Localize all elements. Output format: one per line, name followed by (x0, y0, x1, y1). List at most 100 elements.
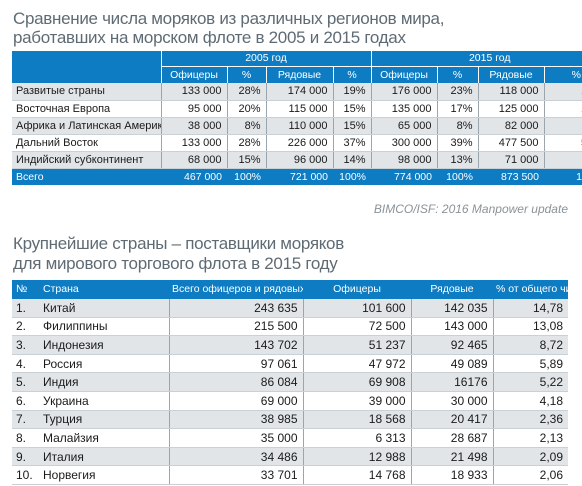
cell: 16176 (410, 372, 493, 393)
cell: 20 417 (410, 410, 493, 430)
cell: 14% (332, 151, 371, 169)
cell: 100% (437, 168, 478, 185)
cell: 28 687 (410, 428, 493, 448)
col-header-ratings: Рядовые (411, 280, 493, 299)
cell: 68 000 (160, 151, 227, 169)
col-header-percent: % от общего числа (493, 280, 568, 299)
col-header-country: Страна (40, 280, 169, 299)
cell: 14% (543, 100, 582, 118)
cell: 12 988 (302, 447, 411, 467)
cell: 721 000 (266, 168, 333, 185)
table-row: 2. Филиппины 215 500 72 500 143 000 13,0… (12, 317, 568, 337)
cell: 47 972 (302, 354, 411, 374)
cell: 5,89 (492, 354, 568, 374)
cell: 18 568 (302, 410, 411, 430)
col-header: % (226, 66, 266, 83)
cell: 35 000 (168, 428, 303, 448)
table-row: 9. Италия 34 486 12 988 21 498 2,09 (12, 447, 568, 467)
row-number: 6. (12, 391, 40, 411)
table1-title-line2: работавших на морском флоте в 2005 и 201… (13, 28, 406, 47)
cell: 133 000 (160, 83, 227, 101)
table-row: Индийский субконтинент 68 000 15% 96 000… (12, 151, 582, 169)
cell: 13% (436, 151, 478, 169)
cell: 69 908 (302, 372, 411, 393)
col-header: Рядовые (265, 66, 333, 83)
table-row: Восточная Европа 95 000 20% 115 000 15% … (12, 100, 582, 118)
row-number: 9. (12, 447, 40, 467)
table-row: 7. Турция 38 985 18 568 20 417 2,36 (12, 410, 568, 430)
cell: 143 702 (168, 335, 303, 355)
table2-title-line1: Крупнейшие страны – поставщики моряков (13, 234, 344, 253)
col-header: Рядовые (477, 66, 544, 83)
cell: 69 000 (168, 391, 303, 411)
region-name: Индийский субконтинент (12, 151, 161, 169)
region-name: Развитые страны (12, 83, 161, 101)
region-name: Дальний Восток (12, 134, 161, 152)
country-name: Турция (40, 410, 169, 430)
row-number: 10. (12, 465, 40, 486)
table-row: 3. Индонезия 143 702 51 237 92 465 8,72 (12, 335, 568, 355)
cell: 34 486 (168, 447, 303, 467)
cell: 49 089 (410, 354, 493, 374)
cell: 2,09 (492, 447, 568, 467)
col-header: Офицеры (160, 66, 227, 83)
row-number: 3. (12, 335, 40, 355)
row-number: 1. (12, 298, 40, 318)
cell: 4,18 (492, 391, 568, 411)
cell: 86 084 (168, 372, 303, 393)
col-header-number: № (12, 280, 40, 299)
country-name: Россия (40, 354, 169, 374)
cell: 9% (543, 117, 582, 135)
region-name: Африка и Латинская Америка (12, 117, 161, 135)
col-header-officers: Офицеры (303, 280, 411, 299)
cell: 8% (543, 151, 582, 169)
cell: 18 933 (410, 465, 493, 486)
cell: 38 985 (168, 410, 303, 430)
total-label: Всего (12, 168, 161, 185)
table-row: 6. Украина 69 000 39 000 30 000 4,18 (12, 391, 568, 411)
cell: 174 000 (265, 83, 333, 101)
cell: 15% (332, 117, 371, 135)
row-number: 5. (12, 372, 40, 393)
row-number: 8. (12, 428, 40, 448)
cell: 98 000 (370, 151, 437, 169)
cell: 100% (333, 168, 371, 185)
cell: 8% (226, 117, 266, 135)
cell: 23% (436, 83, 478, 101)
cell: 2,13 (492, 428, 568, 448)
cell: 6 313 (302, 428, 411, 448)
cell: 14% (543, 83, 582, 101)
country-name: Филиппины (40, 317, 169, 337)
year-2015-header: 2015 год (370, 51, 582, 67)
cell: 8,72 (492, 335, 568, 355)
country-name: Малайзия (40, 428, 169, 448)
table-row: 4. Россия 97 061 47 972 49 089 5,89 (12, 354, 568, 374)
cell: 2,06 (492, 465, 568, 486)
cell: 17% (436, 100, 478, 118)
cell: 14,78 (492, 298, 568, 318)
cell: 51 237 (302, 335, 411, 355)
total-row: Всего 467 000 100% 721 000 100% 774 000 … (12, 168, 582, 185)
table2-title-line2: для мирового торгового флота в 2015 году (13, 254, 338, 273)
cell: 300 000 (370, 134, 437, 152)
cell: 37% (332, 134, 371, 152)
col-header-total: Всего офицеров и рядовых (169, 280, 303, 299)
source-note: BIMCO/ISF: 2016 Manpower update (373, 202, 568, 216)
table-row: Дальний Восток 133 000 28% 226 000 37% 3… (12, 134, 582, 152)
cell: 243 635 (168, 298, 303, 318)
year-2005-header: 2005 год (160, 51, 371, 67)
cell: 28% (226, 134, 266, 152)
cell: 15% (332, 100, 371, 118)
header-blank (12, 51, 161, 66)
cell: 30 000 (410, 391, 493, 411)
table-row: 10. Норвегия 33 701 14 768 18 933 2,06 (12, 465, 568, 486)
cell: 92 465 (410, 335, 493, 355)
cell: 97 061 (168, 354, 303, 374)
table-row: Развитые страны 133 000 28% 174 000 19% … (12, 83, 582, 101)
region-name: Восточная Европа (12, 100, 161, 118)
cell: 873 500 (478, 168, 544, 185)
cell: 110 000 (265, 117, 333, 135)
cell: 15% (226, 151, 266, 169)
col-header: % (332, 66, 371, 83)
table-row: Африка и Латинская Америка 38 000 8% 110… (12, 117, 582, 135)
